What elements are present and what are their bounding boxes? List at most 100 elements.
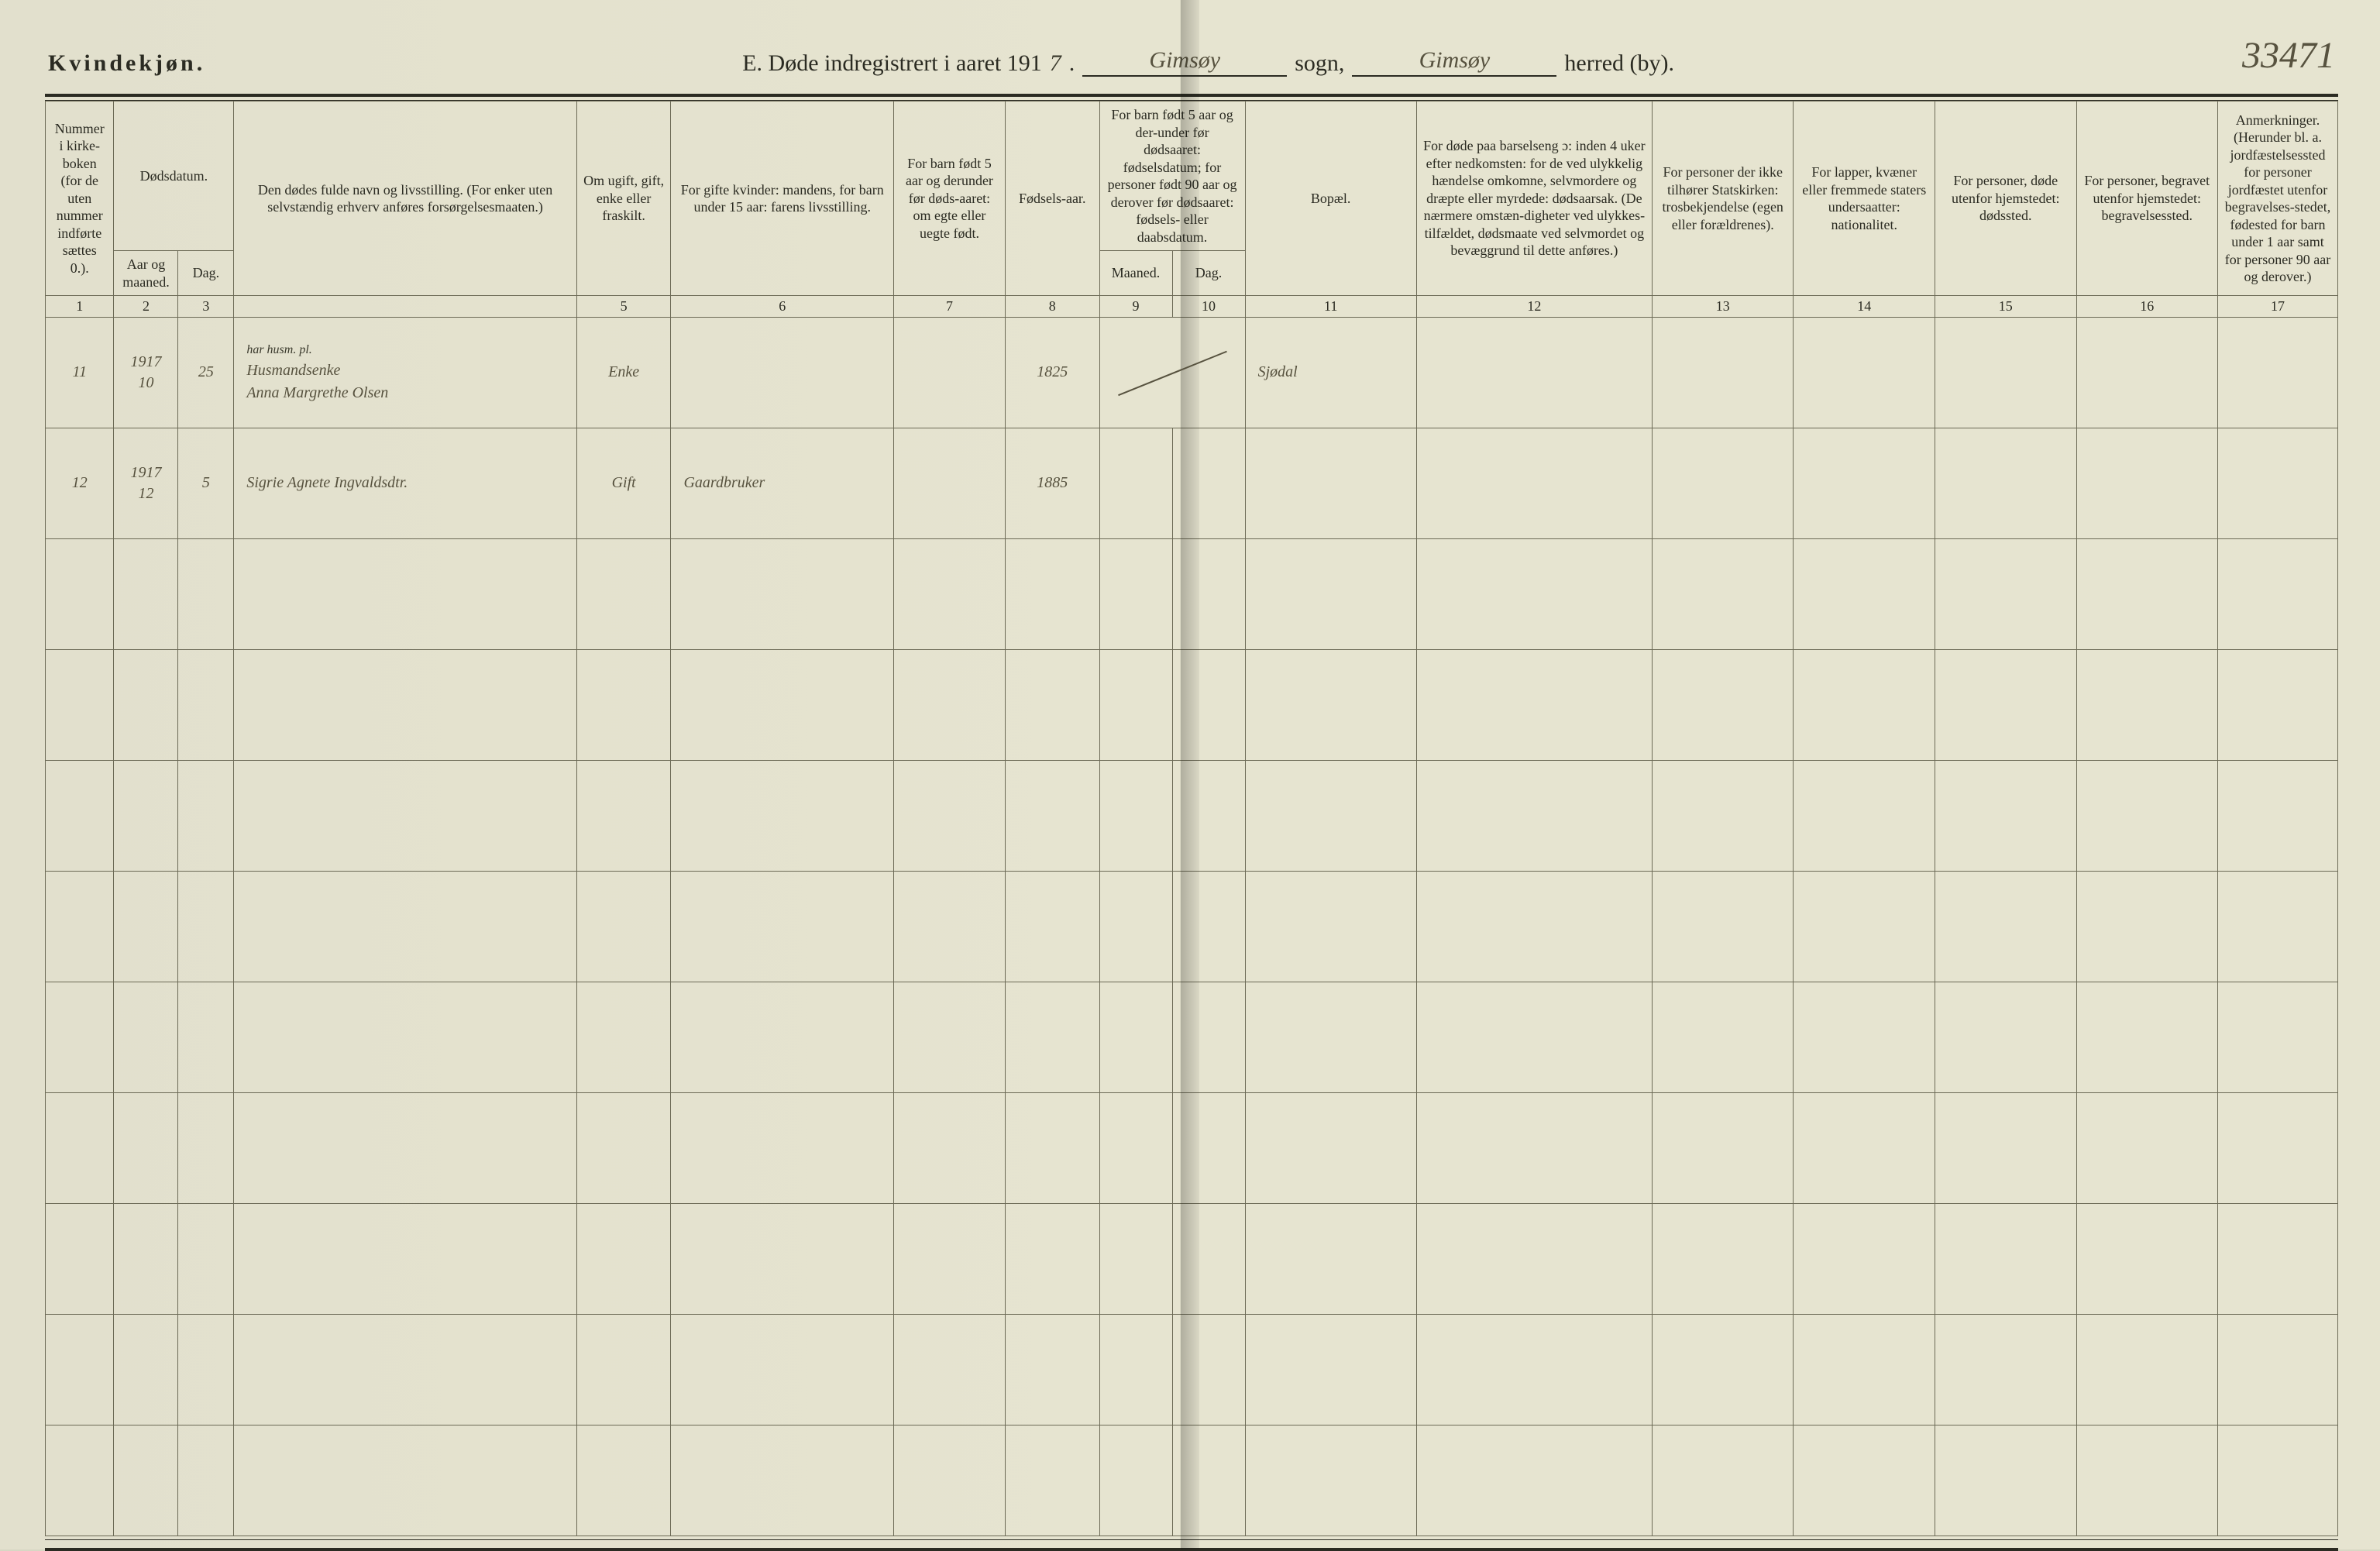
cell-empty xyxy=(178,1425,234,1536)
cell-empty xyxy=(894,649,1006,760)
cell-empty xyxy=(894,871,1006,982)
cell-empty xyxy=(178,538,234,649)
cell-empty xyxy=(2218,760,2338,871)
herred-field: Gimsøy xyxy=(1352,47,1556,77)
cell-empty xyxy=(1099,982,1172,1092)
th-14: For lapper, kvæner eller fremmede stater… xyxy=(1794,101,1935,296)
cell-empty xyxy=(234,538,576,649)
colnum-4 xyxy=(234,296,576,318)
cell-empty xyxy=(576,1425,671,1536)
cell-15 xyxy=(1935,428,2077,538)
colnum-10: 10 xyxy=(1172,296,1245,318)
cell-birth-year: 1825 xyxy=(1005,317,1099,428)
cell-empty xyxy=(114,1203,178,1314)
cell-empty xyxy=(894,1203,1006,1314)
day: 25 xyxy=(198,363,214,380)
cell-empty xyxy=(1245,871,1416,982)
cell-empty xyxy=(2218,1314,2338,1425)
ledger-table: Nummer i kirke-boken (for de uten nummer… xyxy=(45,101,2338,1536)
colnum-1: 1 xyxy=(46,296,114,318)
cell-empty xyxy=(1245,1092,1416,1203)
cell-empty xyxy=(1005,871,1099,982)
cell-empty xyxy=(576,1314,671,1425)
cell-empty xyxy=(178,760,234,871)
cell-empty xyxy=(1416,649,1652,760)
cell-empty xyxy=(2076,760,2218,871)
cell-empty xyxy=(234,1092,576,1203)
cell-birth-md-struck xyxy=(1099,317,1245,428)
th-15: For personer, døde utenfor hjemstedet: d… xyxy=(1935,101,2077,296)
colnum-13: 13 xyxy=(1652,296,1794,318)
cell-empty xyxy=(234,1314,576,1425)
table-row xyxy=(46,1425,2338,1536)
cell-empty xyxy=(1794,760,1935,871)
cell-empty xyxy=(1794,1092,1935,1203)
cell-spouse xyxy=(671,317,894,428)
cell-empty xyxy=(1794,649,1935,760)
cell-empty xyxy=(114,760,178,871)
table-body: 1119171025har husm. pl.HusmandsenkeAnna … xyxy=(46,317,2338,1536)
cell-name: har husm. pl.HusmandsenkeAnna Margrethe … xyxy=(234,317,576,428)
name-line-1: Husmandsenke xyxy=(246,361,569,380)
cell-empty xyxy=(1245,649,1416,760)
cell-residence: Sjødal xyxy=(1245,317,1416,428)
cell-17 xyxy=(2218,317,2338,428)
cell-empty xyxy=(1005,1425,1099,1536)
th-13: For personer der ikke tilhører Statskirk… xyxy=(1652,101,1794,296)
cell-empty xyxy=(1416,538,1652,649)
cell-empty xyxy=(1416,871,1652,982)
title-period: . xyxy=(1069,50,1075,77)
th-9-group: For barn født 5 aar og der-under før død… xyxy=(1099,101,1245,251)
cell-empty xyxy=(2076,538,2218,649)
cell-empty xyxy=(1245,1425,1416,1536)
cell-empty xyxy=(114,1092,178,1203)
cell-empty xyxy=(234,760,576,871)
record-id-block: 33471 xyxy=(2211,34,2335,77)
cell-empty xyxy=(1005,1092,1099,1203)
table-row: 121917125Sigrie Agnete Ingvaldsdtr.GiftG… xyxy=(46,428,2338,538)
cell-empty xyxy=(671,649,894,760)
cell-empty xyxy=(1099,1314,1172,1425)
table-row xyxy=(46,760,2338,871)
cell-empty xyxy=(1099,760,1172,871)
colnum-9: 9 xyxy=(1099,296,1172,318)
table-head: Nummer i kirke-boken (for de uten nummer… xyxy=(46,101,2338,318)
colnum-14: 14 xyxy=(1794,296,1935,318)
page-header: Kvindekjøn. E. Døde indregistrert i aare… xyxy=(45,34,2338,77)
bottom-rule-thin xyxy=(45,1539,2338,1540)
cell-empty xyxy=(576,649,671,760)
cell-empty xyxy=(1172,871,1245,982)
cell-empty xyxy=(1005,760,1099,871)
cell-empty xyxy=(671,982,894,1092)
cell-empty xyxy=(46,1425,114,1536)
cell-empty xyxy=(1245,982,1416,1092)
cell-empty xyxy=(1652,538,1794,649)
cell-empty xyxy=(1794,871,1935,982)
cell-empty xyxy=(234,1203,576,1314)
cell-empty xyxy=(1005,538,1099,649)
cell-empty xyxy=(1416,1425,1652,1536)
cell-empty xyxy=(1935,649,2077,760)
cell-empty xyxy=(178,871,234,982)
cell-empty xyxy=(1652,649,1794,760)
th-6: For gifte kvinder: mandens, for barn und… xyxy=(671,101,894,296)
table-row xyxy=(46,649,2338,760)
cell-empty xyxy=(46,649,114,760)
herred-label: herred (by). xyxy=(1564,50,1674,77)
colnum-2: 2 xyxy=(114,296,178,318)
name-line-1: Sigrie Agnete Ingvaldsdtr. xyxy=(246,473,569,493)
cell-17 xyxy=(2218,428,2338,538)
cell-empty xyxy=(894,1314,1006,1425)
cell-empty xyxy=(1005,982,1099,1092)
cell-empty xyxy=(2218,1092,2338,1203)
cell-empty xyxy=(894,760,1006,871)
cell-empty xyxy=(671,760,894,871)
sogn-field: Gimsøy xyxy=(1082,47,1287,77)
table-row: 1119171025har husm. pl.HusmandsenkeAnna … xyxy=(46,317,2338,428)
cell-empty xyxy=(671,871,894,982)
table-row xyxy=(46,1314,2338,1425)
cell-empty xyxy=(178,1203,234,1314)
cell-empty xyxy=(1416,1203,1652,1314)
cell-empty xyxy=(2218,982,2338,1092)
colnum-17: 17 xyxy=(2218,296,2338,318)
